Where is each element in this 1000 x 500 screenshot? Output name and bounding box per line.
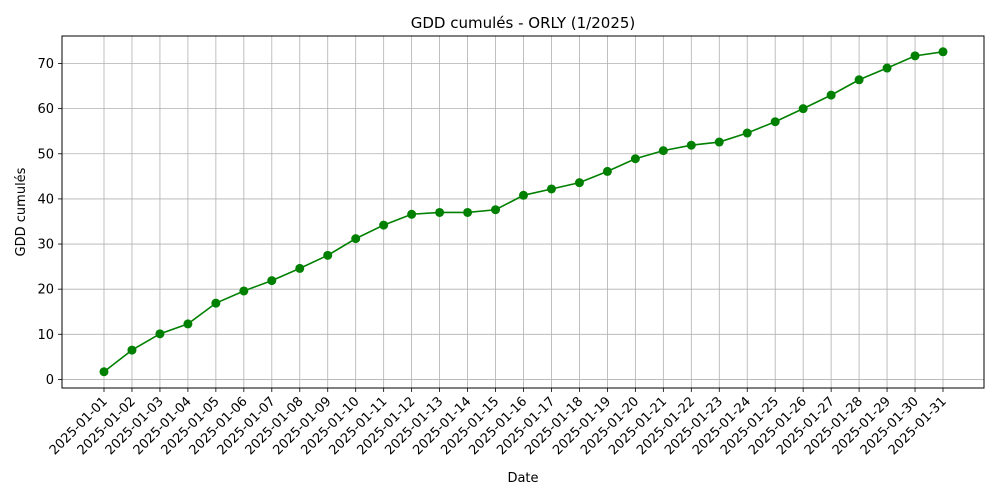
y-axis-ticks: 0 10 20 30 40 50 60 70 — [37, 57, 62, 388]
data-point — [379, 220, 389, 230]
y-axis-label: GDD cumulés — [14, 167, 29, 256]
data-point — [686, 140, 696, 150]
data-point — [630, 154, 640, 164]
data-point — [155, 329, 165, 339]
data-point — [435, 207, 445, 217]
plot-area — [62, 36, 984, 388]
data-point — [127, 345, 137, 355]
data-point — [854, 75, 864, 85]
data-point — [798, 104, 808, 114]
data-point — [714, 137, 724, 147]
data-point — [183, 319, 193, 329]
data-point — [295, 263, 305, 273]
y-tick-label: 30 — [37, 238, 54, 253]
data-point — [658, 146, 668, 156]
x-axis-label: Date — [507, 471, 538, 486]
data-point — [574, 178, 584, 188]
data-point — [519, 190, 528, 200]
data-point — [742, 128, 752, 138]
plot-frame — [61, 35, 985, 389]
data-point — [407, 209, 417, 219]
data-point — [463, 207, 473, 217]
y-tick-label: 60 — [37, 102, 54, 117]
y-tick-label: 40 — [37, 192, 54, 207]
data-point — [267, 276, 277, 286]
y-tick-label: 70 — [37, 57, 54, 72]
y-tick-label: 10 — [37, 328, 54, 343]
data-point — [826, 90, 836, 100]
data-point — [99, 367, 109, 377]
data-point — [351, 234, 361, 244]
grid — [62, 36, 984, 388]
y-tick-label: 0 — [46, 373, 54, 388]
data-point — [491, 205, 501, 215]
series-layer — [99, 47, 948, 377]
data-point — [882, 63, 892, 73]
y-tick-label: 50 — [37, 147, 54, 162]
data-point — [938, 47, 948, 57]
data-point — [239, 286, 249, 296]
data-point — [770, 117, 780, 127]
data-point — [211, 298, 221, 308]
data-point — [546, 184, 556, 194]
y-tick-label: 20 — [37, 283, 54, 298]
data-point — [910, 51, 920, 61]
data-point — [602, 166, 612, 176]
data-point — [323, 250, 333, 260]
x-axis-ticks: 2025-01-012025-01-022025-01-032025-01-04… — [47, 388, 950, 458]
chart-title: GDD cumulés - ORLY (1/2025) — [411, 14, 636, 32]
